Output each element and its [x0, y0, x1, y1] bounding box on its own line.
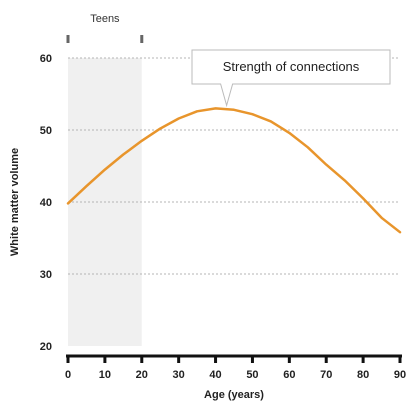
x-tick-label: 40 — [209, 369, 221, 381]
x-tick-label: 90 — [394, 369, 406, 381]
x-tick-label: 70 — [320, 369, 332, 381]
x-tick-label: 60 — [283, 369, 295, 381]
y-tick-label: 60 — [40, 53, 52, 65]
annotation-callout: Strength of connections — [191, 49, 391, 108]
x-tick-label: 80 — [357, 369, 369, 381]
x-tick-label: 10 — [99, 369, 111, 381]
x-tick-label: 50 — [246, 369, 258, 381]
x-tick-label: 20 — [136, 369, 148, 381]
y-tick-label: 50 — [40, 125, 52, 137]
series-layer — [66, 107, 402, 234]
y-tick-label: 20 — [40, 341, 52, 353]
teens-bracket — [66, 35, 144, 43]
y-axis-ticks: 60 50 40 30 20 — [40, 53, 52, 353]
callout-box — [191, 49, 391, 108]
y-tick-label: 30 — [40, 269, 52, 281]
teens-label: Teens — [90, 13, 120, 25]
x-axis-title: Age (years) — [204, 389, 264, 401]
x-tick-label: 30 — [173, 369, 185, 381]
callout-text: Strength of connections — [223, 59, 360, 74]
x-axis: 0 10 20 30 40 50 60 70 80 90 — [65, 354, 406, 381]
y-axis-title: White matter volume — [9, 148, 21, 256]
series-line — [66, 107, 402, 234]
y-tick-label: 40 — [40, 197, 52, 209]
x-tick-label: 0 — [65, 369, 71, 381]
